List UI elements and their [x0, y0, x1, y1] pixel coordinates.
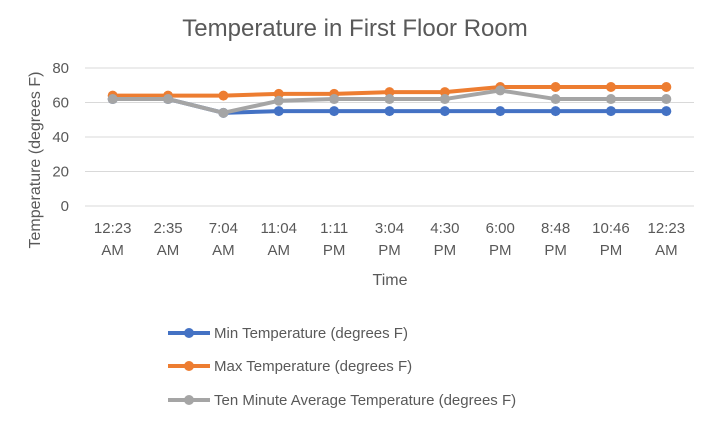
data-point — [605, 106, 616, 117]
data-point — [439, 106, 450, 117]
x-tick-label-line: AM — [157, 242, 180, 259]
x-tick-label: 1:11 PM — [320, 220, 348, 259]
x-tick-label-line: 6:00 — [486, 220, 515, 237]
data-point — [163, 94, 174, 105]
x-tick-label: 3:04 PM — [375, 220, 404, 259]
x-tick-label-line: 11:04 — [261, 220, 297, 237]
x-tick-label: 12:23 AM — [648, 220, 686, 259]
x-tick-label-line: AM — [101, 242, 124, 259]
data-point — [550, 81, 561, 92]
legend-swatch-marker — [184, 361, 194, 371]
x-tick-label-line: PM — [600, 242, 623, 259]
x-tick-label: 11:04 AM — [261, 220, 297, 259]
x-tick-label: 6:00 PM — [486, 220, 515, 259]
x-axis-title: Time — [373, 272, 408, 289]
data-point — [384, 87, 395, 98]
data-point — [439, 87, 450, 98]
data-point — [605, 94, 616, 105]
data-point — [273, 88, 284, 99]
data-point — [273, 95, 284, 106]
x-tick-label-line: PM — [489, 242, 512, 259]
x-tick-label: 8:48 PM — [541, 220, 570, 259]
x-tick-label: 7:04 AM — [209, 220, 238, 259]
x-tick-label: 4:30 PM — [430, 220, 459, 259]
x-tick-label-line: 12:23 — [94, 220, 132, 237]
data-point — [550, 106, 561, 117]
series-1 — [107, 81, 672, 101]
x-tick-label-line: AM — [268, 242, 291, 259]
x-tick-label-line: 1:11 — [320, 220, 348, 237]
y-axis-title: Temperature (degrees F) — [27, 72, 44, 249]
series-lines — [107, 81, 672, 118]
x-tick-label: 12:23 AM — [94, 220, 132, 259]
data-point — [329, 94, 340, 105]
x-tick-label-line: PM — [378, 242, 401, 259]
legend: Min Temperature (degrees F) Max Temperatu… — [168, 325, 516, 409]
data-point — [107, 94, 118, 105]
x-tick-label-line: AM — [212, 242, 235, 259]
data-point — [495, 106, 506, 117]
data-point — [384, 94, 395, 105]
x-tick-label-line: 8:48 — [541, 220, 570, 237]
legend-swatch-marker — [184, 328, 194, 338]
data-point — [384, 106, 395, 117]
data-point — [218, 107, 229, 118]
data-point — [495, 85, 506, 96]
series-2 — [107, 85, 672, 118]
x-tick-label-line: 2:35 — [153, 220, 182, 237]
y-axis-ticks: 0 20 40 60 80 — [52, 60, 69, 215]
data-point — [661, 94, 672, 105]
x-tick-label-line: 4:30 — [430, 220, 459, 237]
x-tick-label-line: 12:23 — [648, 220, 686, 237]
y-tick-label: 20 — [52, 164, 69, 181]
x-tick-label-line: PM — [544, 242, 567, 259]
x-tick-label-line: AM — [655, 242, 678, 259]
x-tick-label: 10:46 PM — [592, 220, 630, 259]
legend-label: Max Temperature (degrees F) — [214, 358, 412, 375]
x-tick-label-line: 3:04 — [375, 220, 404, 237]
x-tick-label-line: PM — [323, 242, 346, 259]
legend-label: Min Temperature (degrees F) — [214, 325, 408, 342]
data-point — [439, 94, 450, 105]
x-tick-label-line: 7:04 — [209, 220, 238, 237]
data-point — [661, 106, 672, 117]
data-point — [605, 81, 616, 92]
data-point — [661, 81, 672, 92]
data-point — [273, 106, 284, 117]
y-tick-label: 40 — [52, 129, 69, 146]
legend-item: Min Temperature (degrees F) — [168, 325, 408, 342]
y-tick-label: 60 — [52, 95, 69, 112]
legend-item: Max Temperature (degrees F) — [168, 358, 412, 375]
data-point — [550, 94, 561, 105]
x-tick-label: 2:35 AM — [153, 220, 182, 259]
chart-title: Temperature in First Floor Room — [182, 15, 527, 42]
data-point — [218, 90, 229, 101]
legend-item: Ten Minute Average Temperature (degrees … — [168, 392, 516, 409]
legend-swatch-marker — [184, 395, 194, 405]
x-tick-label-line: PM — [434, 242, 457, 259]
data-point — [329, 106, 340, 117]
legend-label: Ten Minute Average Temperature (degrees … — [214, 392, 516, 409]
y-tick-label: 80 — [52, 60, 69, 77]
x-tick-label-line: 10:46 — [592, 220, 630, 237]
y-tick-label: 0 — [61, 198, 69, 215]
